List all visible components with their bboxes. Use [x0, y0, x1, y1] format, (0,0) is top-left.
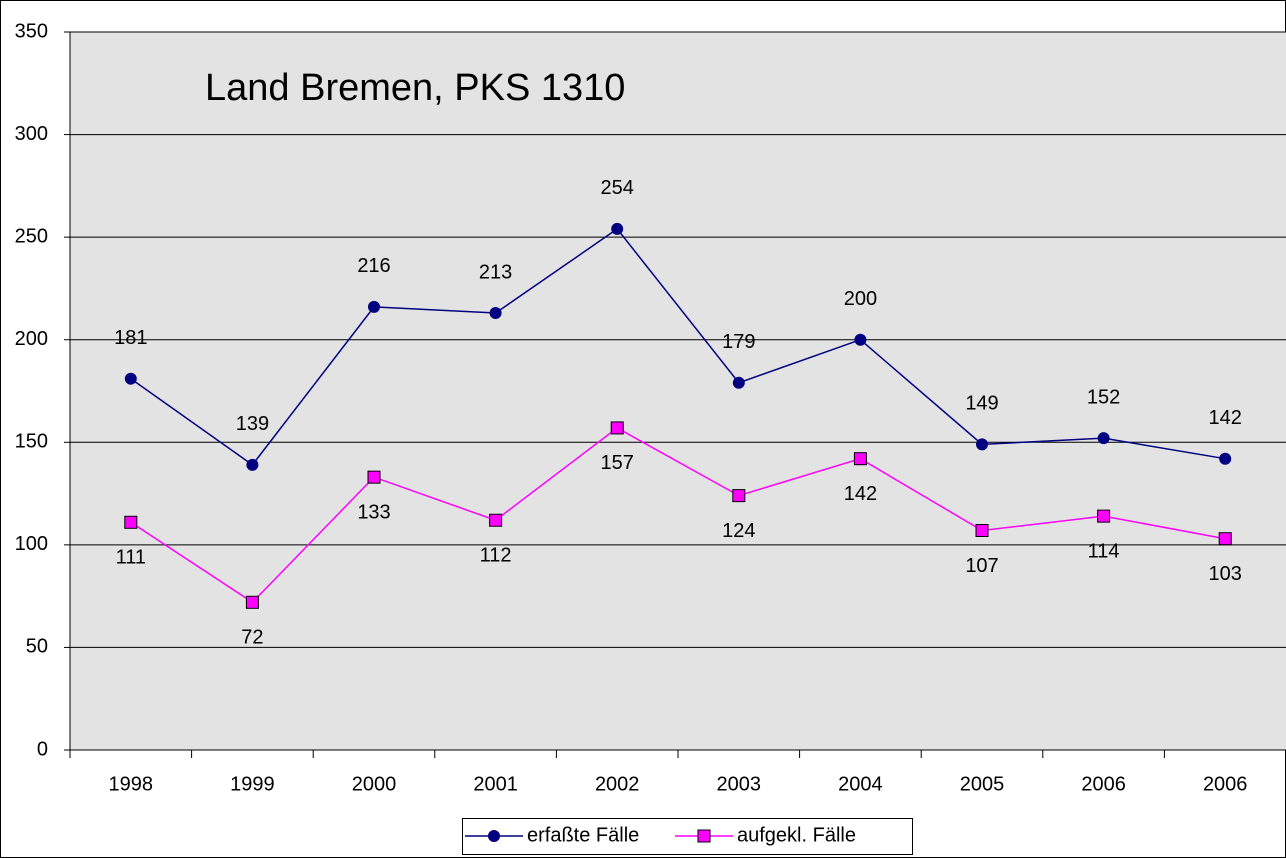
- data-label: 157: [601, 452, 634, 474]
- data-point: [610, 421, 624, 435]
- y-tick-label: 150: [15, 431, 48, 453]
- data-label: 254: [601, 177, 634, 199]
- y-tick-label: 0: [37, 738, 48, 760]
- data-label: 142: [1209, 407, 1242, 429]
- data-label: 124: [722, 520, 755, 542]
- x-tick-label: 2006: [1081, 773, 1126, 795]
- chart-title: Land Bremen, PKS 1310: [205, 67, 625, 109]
- data-point: [245, 595, 259, 609]
- x-tick-label: 2006: [1203, 773, 1248, 795]
- data-label: 103: [1209, 563, 1242, 585]
- x-tick-label: 2002: [595, 773, 640, 795]
- legend-label: aufgekl. Fälle: [737, 824, 856, 846]
- y-tick-label: 50: [26, 636, 48, 658]
- data-point: [489, 513, 503, 527]
- data-point: [732, 489, 746, 503]
- data-point: [854, 333, 867, 346]
- legend-marker: [488, 830, 500, 842]
- legend-label: erfaßte Fälle: [527, 824, 639, 846]
- data-point: [976, 438, 988, 451]
- data-label: 111: [116, 547, 146, 569]
- data-point: [367, 470, 381, 484]
- x-tick-label: 2005: [960, 773, 1005, 795]
- x-tick-label: 2000: [352, 773, 397, 795]
- data-label: 107: [965, 555, 998, 577]
- data-point: [732, 376, 745, 389]
- y-tick-label: 100: [15, 533, 48, 555]
- data-label: 72: [241, 627, 263, 649]
- data-label: 112: [480, 545, 512, 567]
- data-label: 114: [1088, 540, 1120, 562]
- data-label: 213: [479, 261, 512, 283]
- data-point: [853, 452, 867, 466]
- data-point: [246, 458, 259, 471]
- legend-marker: [697, 829, 711, 843]
- data-point: [975, 523, 989, 537]
- plot-area: [70, 32, 1286, 750]
- data-label: 139: [236, 413, 269, 435]
- y-tick-label: 250: [15, 225, 48, 247]
- x-tick-label: 2001: [473, 773, 518, 795]
- data-label: 133: [357, 501, 390, 523]
- data-label: 216: [357, 255, 390, 277]
- x-tick-label: 2003: [717, 773, 762, 795]
- data-point: [1097, 432, 1110, 445]
- data-label: 179: [722, 331, 755, 353]
- data-point: [1219, 452, 1232, 465]
- x-tick-label: 1999: [230, 773, 275, 795]
- data-point: [489, 307, 502, 320]
- data-point: [124, 515, 138, 529]
- series-line: [130, 227, 1226, 466]
- series-line: [130, 427, 1226, 604]
- x-tick-label: 2004: [838, 773, 883, 795]
- data-point: [1097, 509, 1111, 523]
- data-label: 181: [114, 327, 147, 349]
- data-label: 142: [844, 483, 877, 505]
- data-label: 200: [844, 288, 877, 310]
- data-point: [611, 222, 624, 235]
- y-tick-label: 200: [15, 328, 48, 350]
- x-tick-label: 1998: [109, 773, 154, 795]
- y-tick-label: 300: [15, 123, 48, 145]
- data-label: 149: [965, 393, 998, 415]
- data-point: [124, 372, 137, 385]
- y-tick-label: 350: [15, 20, 48, 42]
- data-label: 152: [1087, 386, 1120, 408]
- data-point: [1218, 532, 1232, 546]
- data-point: [368, 300, 380, 313]
